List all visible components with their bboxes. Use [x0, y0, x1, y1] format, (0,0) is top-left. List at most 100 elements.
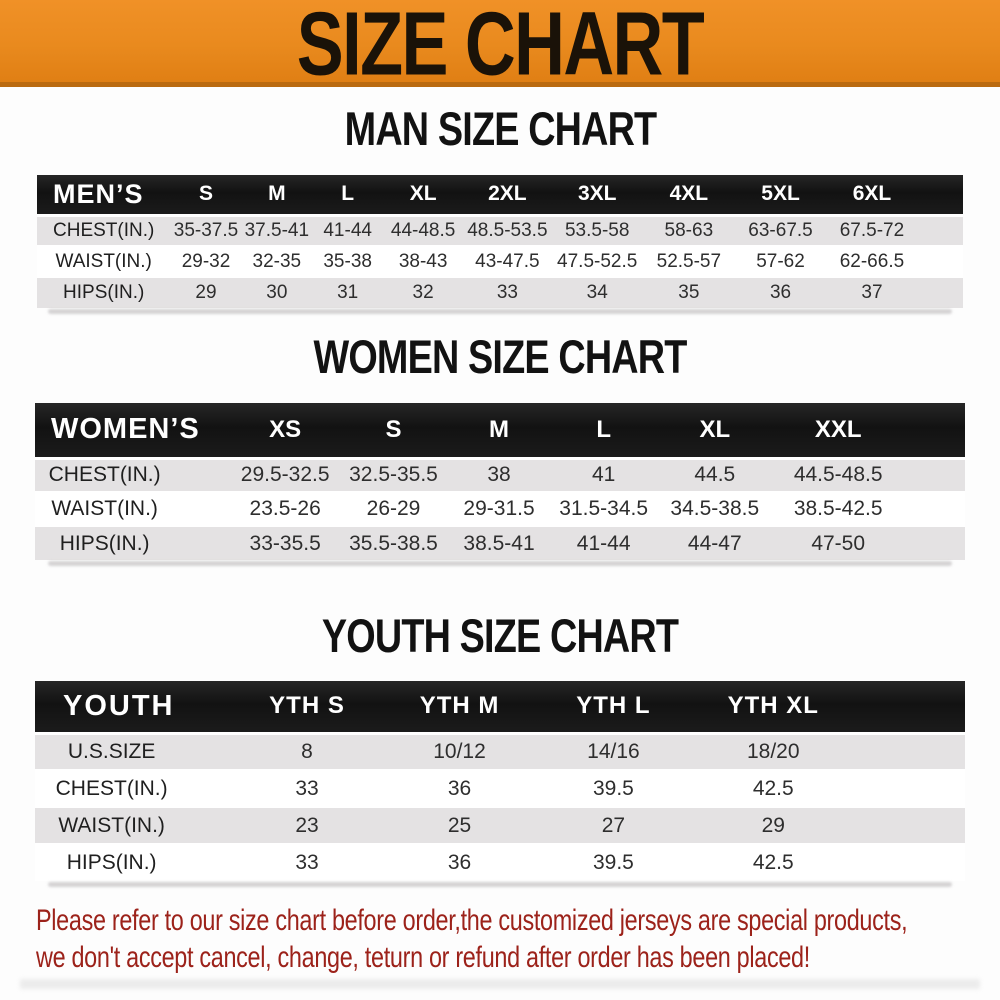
column-header-yth-l: YTH L	[535, 681, 692, 733]
size-table-header-row: MEN’S S M L XL 2XL 3XL 4XL 5XL 6XL	[37, 175, 963, 215]
column-header-xs: XS	[230, 403, 341, 458]
column-header-yth-m: YTH M	[383, 681, 536, 733]
size-cell: 33	[496, 282, 518, 303]
size-cell: 34	[586, 282, 608, 303]
size-cell: 35-37.5	[173, 219, 239, 241]
youth-table-shadow	[48, 882, 952, 887]
size-cell: 29	[761, 813, 785, 837]
size-cell: 29	[195, 282, 217, 303]
size-cell: 33	[295, 851, 319, 874]
women-size-table: WOMEN’S XS S M L XL XXL CHEST(IN.) 29.5-32.5 32.5…	[35, 403, 965, 560]
size-cell: 33	[295, 776, 319, 800]
column-header-3xl: 3XL	[551, 175, 643, 215]
size-cell: 10/12	[433, 739, 486, 763]
size-cell: 18/20	[746, 739, 800, 763]
size-cell: 62-66.5	[839, 250, 905, 272]
size-cell: 34.5-38.5	[670, 497, 760, 520]
size-cell: 53.5-58	[564, 219, 630, 241]
row-label-hips-in: HIPS(IN.)	[66, 851, 157, 874]
column-header-xxl: XXL	[773, 403, 965, 458]
row-label-waist-in: WAIST(IN.)	[51, 497, 158, 520]
youth-size-section: YOUTH SIZE CHART YOUTH YTH S YTH M YTH L YTH…	[0, 608, 1000, 887]
table-row-waist-in: WAIST(IN.) 23.5-26 26-29 29-31.5 31.5-34.5 34…	[35, 492, 965, 526]
men-section-heading: MAN SIZE CHART	[0, 101, 1000, 156]
row-label-hips-in: HIPS(IN.)	[59, 531, 150, 555]
column-header-xl: XL	[383, 175, 463, 215]
men-section-heading-text: MAN SIZE CHART	[344, 101, 656, 156]
size-cell: 63-67.5	[748, 219, 813, 241]
size-cell: 38.5-41	[463, 531, 535, 555]
women-s-corner-label: WOMEN’S	[35, 403, 231, 458]
size-cell: 35	[678, 282, 700, 303]
column-header-l: L	[312, 175, 384, 215]
column-header-2xl: 2XL	[462, 175, 552, 215]
table-row-waist-in: WAIST(IN.) 23 25 27 29	[35, 807, 965, 844]
column-header-s: S	[170, 175, 242, 215]
size-cell: 35.5-38.5	[349, 531, 438, 555]
size-table-header-row: WOMEN’S XS S M L XL XXL	[35, 403, 965, 458]
size-cell: 29.5-32.5	[240, 463, 330, 487]
women-section-heading-text: WOMEN SIZE CHART	[313, 329, 688, 384]
size-cell: 41-44	[576, 531, 631, 555]
size-cell: 29-32	[181, 250, 231, 272]
size-cell: 8	[301, 739, 313, 763]
size-cell: 42.5	[752, 776, 794, 800]
column-header-xl: XL	[656, 403, 774, 458]
size-cell: 37.5-41	[244, 219, 310, 241]
men-s-corner-label: MEN’S	[37, 175, 171, 215]
column-header-5xl: 5XL	[735, 175, 826, 215]
size-cell: 44-48.5	[390, 219, 456, 241]
size-cell: 36	[769, 282, 792, 303]
men-size-section: MAN SIZE CHART MEN’S S M L XL 2XL 3XL 4XL 5XL 6XL…	[0, 101, 1000, 314]
youth-section-heading-text: YOUTH SIZE CHART	[321, 608, 679, 663]
size-cell: 23	[295, 813, 319, 837]
table-row-chest-in: CHEST(IN.) 33 36 39.5 42.5	[35, 770, 965, 807]
row-label-chest-in: CHEST(IN.)	[55, 776, 168, 800]
table-row-u-s-size: U.S.SIZE 8 10/12 14/16 18/20	[35, 733, 965, 770]
column-header-m: M	[446, 403, 552, 458]
bottom-reflection	[20, 979, 980, 989]
size-table-header-row: YOUTH YTH S YTH M YTH L YTH XL	[35, 681, 965, 733]
row-label-chest-in: CHEST(IN.)	[48, 463, 161, 487]
table-row-chest-in: CHEST(IN.) 29.5-32.5 32.5-35.5 38 41 44.5 44.5…	[35, 458, 965, 492]
size-cell: 32	[412, 282, 434, 303]
size-cell: 25	[447, 813, 472, 837]
youth-section-heading: YOUTH SIZE CHART	[0, 608, 1000, 663]
size-cell: 57-62	[756, 250, 805, 272]
size-cell: 58-63	[664, 219, 714, 241]
row-label-waist-in: WAIST(IN.)	[55, 250, 152, 272]
size-cell: 32.5-35.5	[349, 463, 438, 487]
size-cell: 48.5-53.5	[467, 219, 548, 241]
size-cell: 37	[861, 282, 883, 303]
row-label-u-s-size: U.S.SIZE	[67, 739, 156, 763]
women-table-shadow	[48, 561, 952, 566]
table-row-hips-in: HIPS(IN.) 33 36 39.5 42.5	[35, 844, 965, 881]
disclaimer-line-2: we don't accept cancel, change, teturn o…	[36, 941, 810, 974]
size-cell: 41	[591, 463, 616, 487]
size-cell: 31.5-34.5	[559, 497, 649, 520]
size-cell: 44.5	[694, 463, 736, 487]
column-header-4xl: 4XL	[642, 175, 736, 215]
table-row-waist-in: WAIST(IN.) 29-32 32-35 35-38 38-43 43-47.5 47.…	[37, 246, 963, 277]
size-cell: 29-31.5	[463, 497, 535, 520]
size-cell: 47.5-52.5	[557, 250, 638, 272]
table-row-hips-in: HIPS(IN.) 29 30 31 32 33 34 35 36 37	[37, 277, 963, 308]
size-cell: 30	[266, 282, 288, 303]
women-size-section: WOMEN SIZE CHART WOMEN’S XS S M L XL XXL CHEST(…	[0, 329, 1000, 566]
column-header-s: S	[340, 403, 447, 458]
column-header-yth-xl: YTH XL	[691, 681, 965, 733]
size-cell: 67.5-72	[839, 219, 905, 241]
men-size-table: MEN’S S M L XL 2XL 3XL 4XL 5XL 6XL CHEST(IN.) 35-37…	[37, 175, 963, 308]
size-cell: 38.5-42.5	[793, 497, 883, 520]
size-chart-title: SIZE CHART	[296, 0, 705, 87]
size-cell: 43-47.5	[475, 250, 540, 272]
size-cell: 35-38	[323, 250, 372, 272]
size-cell: 36	[447, 776, 472, 800]
size-cell: 41-44	[323, 219, 372, 241]
size-cell: 42.5	[752, 851, 794, 874]
table-row-chest-in: CHEST(IN.) 35-37.5 37.5-41 41-44 44-48.5 48.5…	[37, 215, 963, 246]
row-label-chest-in: CHEST(IN.)	[53, 219, 155, 241]
size-cell: 27	[601, 813, 626, 837]
disclaimer: Please refer to our size chart before or…	[36, 902, 1000, 976]
size-chart-banner: SIZE CHART	[0, 0, 1000, 87]
